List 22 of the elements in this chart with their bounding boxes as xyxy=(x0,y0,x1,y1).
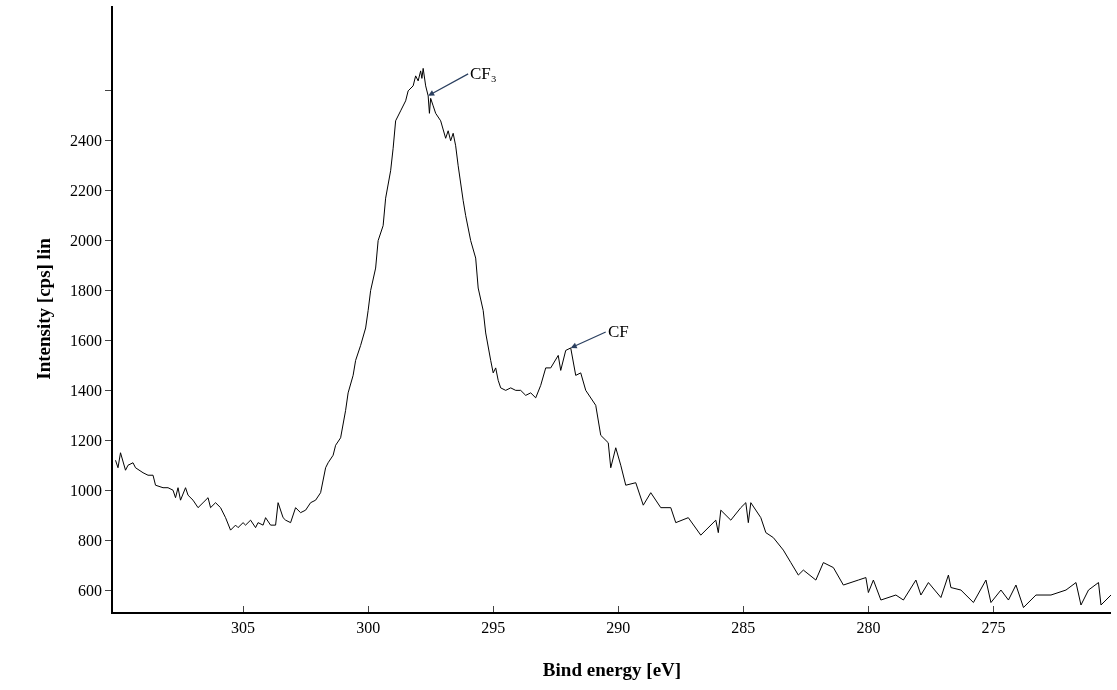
annotation: CF xyxy=(608,322,629,341)
y-tick-label: 600 xyxy=(78,581,103,599)
y-tick-label: 1600 xyxy=(70,332,103,350)
y-tick-label: 1200 xyxy=(70,431,103,449)
x-tick-label: 300 xyxy=(356,618,381,636)
y-axis-title: Intensity [cps] lin xyxy=(33,237,55,380)
y-tick-label: 1800 xyxy=(70,282,103,300)
y-tick-label: 2000 xyxy=(70,232,103,250)
y-tick-label: 2200 xyxy=(70,182,103,200)
x-tick-label: 275 xyxy=(981,618,1006,636)
line-series xyxy=(115,67,1111,609)
x-tick-label: 285 xyxy=(731,618,756,636)
y-tick-label: 1000 xyxy=(70,481,103,499)
x-tick-label: 305 xyxy=(231,618,256,636)
annotation: CF₃ xyxy=(470,64,497,83)
y-tick-label: 1400 xyxy=(70,381,103,399)
x-tick-label: 295 xyxy=(481,618,506,636)
x-axis-title: Bind energy [eV] xyxy=(542,659,682,681)
y-tick-label: 2400 xyxy=(70,132,103,150)
y-tick-label: 800 xyxy=(78,531,103,549)
x-tick-label: 280 xyxy=(856,618,881,636)
x-tick-label: 290 xyxy=(606,618,631,636)
